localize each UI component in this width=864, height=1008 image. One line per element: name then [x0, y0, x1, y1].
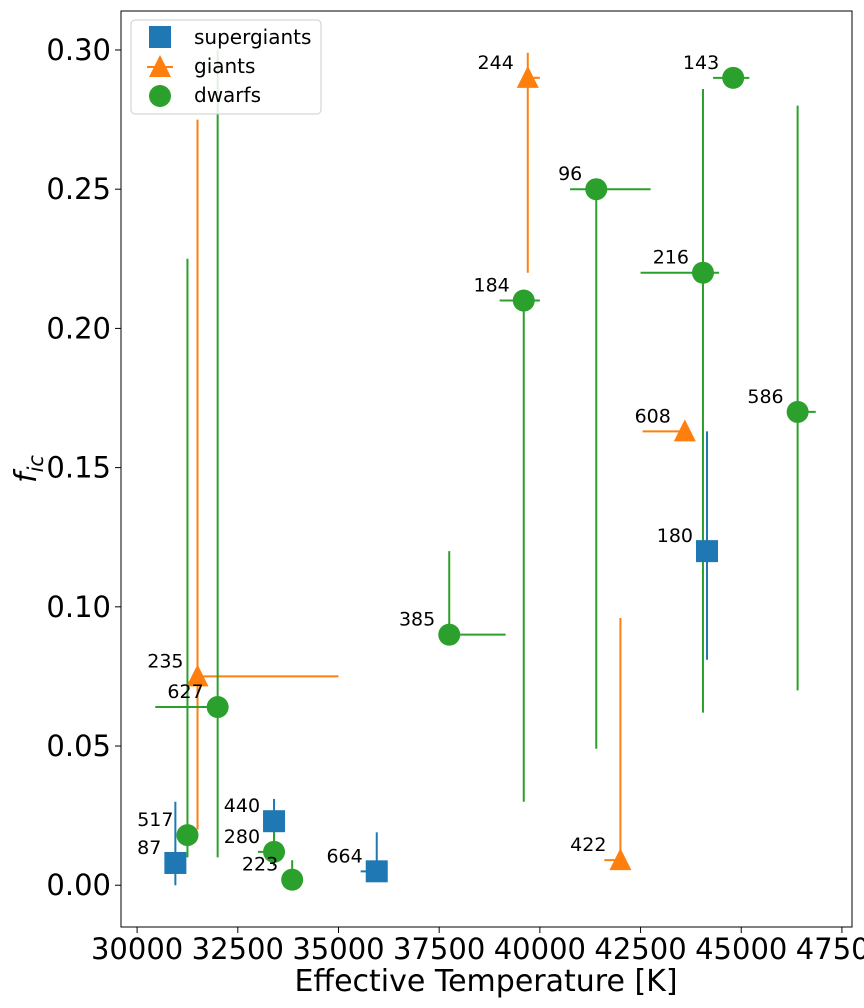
x-tick-label: 35000	[292, 932, 384, 966]
point-label-608: 608	[635, 405, 671, 427]
legend-entry-supergiants: supergiants	[149, 25, 311, 49]
point-label-96: 96	[558, 163, 582, 185]
giants-point-235	[186, 664, 209, 687]
legend-entry-dwarfs: dwarfs	[149, 83, 261, 107]
dwarfs-point-143	[722, 66, 745, 89]
y-tick-label: 0.15	[46, 451, 111, 485]
data-markers	[164, 65, 809, 891]
y-tick-label: 0.20	[46, 311, 111, 345]
y-tick-label: 0.30	[46, 33, 111, 67]
point-label-627: 627	[167, 681, 203, 703]
giants-point-608	[673, 419, 696, 442]
point-label-180: 180	[657, 525, 693, 547]
point-label-422: 422	[570, 834, 606, 856]
point-label-664: 664	[326, 845, 362, 867]
point-label-385: 385	[399, 609, 435, 631]
legend-supergiants-label: supergiants	[194, 25, 311, 49]
point-label-87: 87	[137, 837, 161, 859]
point-label-235: 235	[147, 650, 183, 672]
dwarfs-point-216	[691, 261, 714, 284]
y-tick-label: 0.25	[46, 172, 111, 206]
point-label-216: 216	[653, 247, 689, 269]
legend: supergiants giants dwarfs	[130, 19, 322, 115]
point-label-280: 280	[224, 826, 260, 848]
supergiants-point-440	[263, 810, 286, 833]
x-axis-title: Effective Temperature [K]	[294, 964, 677, 999]
supergiants-point-87	[164, 851, 187, 874]
x-tick-label: 30000	[91, 932, 183, 966]
x-tick-label: 32500	[192, 932, 284, 966]
legend-entry-giants: giants	[147, 54, 255, 78]
legend-dwarfs-label: dwarfs	[194, 83, 261, 107]
dwarfs-point-96	[585, 178, 608, 201]
legend-box	[130, 19, 322, 115]
y-axis-title-sub: ic	[24, 455, 48, 473]
dwarfs-point-184	[512, 289, 535, 312]
supergiants-point-180	[696, 540, 719, 563]
dwarfs-point-280	[263, 840, 286, 863]
giants-point-244	[516, 65, 539, 88]
point-label-517: 517	[137, 809, 173, 831]
y-tick-label: 0.05	[46, 729, 111, 763]
giants-point-422	[609, 848, 632, 871]
point-label-184: 184	[473, 275, 509, 297]
error-bars	[155, 49, 816, 886]
dwarfs-point-586	[786, 400, 809, 423]
dwarfs-point-385	[438, 623, 461, 646]
y-tick-label: 0.00	[46, 868, 111, 902]
dwarfs-point-223	[281, 868, 304, 891]
point-label-586: 586	[747, 386, 783, 408]
point-label-244: 244	[478, 52, 514, 74]
dwarfs-point-627	[206, 696, 229, 719]
axis-ticks: 30000 32500 35000 37500 40000 42500 45000 4750 0…	[46, 33, 864, 966]
point-label-223: 223	[242, 854, 278, 876]
y-tick-label: 0.10	[46, 590, 111, 624]
x-tick-label: 37500	[393, 932, 485, 966]
legend-giants-label: giants	[194, 54, 255, 78]
x-tick-label: 45000	[695, 932, 787, 966]
supergiants-point-664	[365, 860, 388, 883]
plot-area-frame	[120, 10, 853, 928]
x-tick-label: 42500	[594, 932, 686, 966]
dwarfs-point-517	[176, 824, 199, 847]
point-annotations: 87 440 664 180 235 244 422 608 517 627 280 223 385 18…	[137, 52, 783, 876]
legend-dwarfs-marker	[149, 85, 171, 107]
point-label-440: 440	[224, 795, 260, 817]
legend-giants-marker	[149, 55, 171, 77]
point-label-143: 143	[683, 52, 719, 74]
legend-supergiants-marker	[149, 26, 171, 48]
x-tick-label: 40000	[494, 932, 586, 966]
